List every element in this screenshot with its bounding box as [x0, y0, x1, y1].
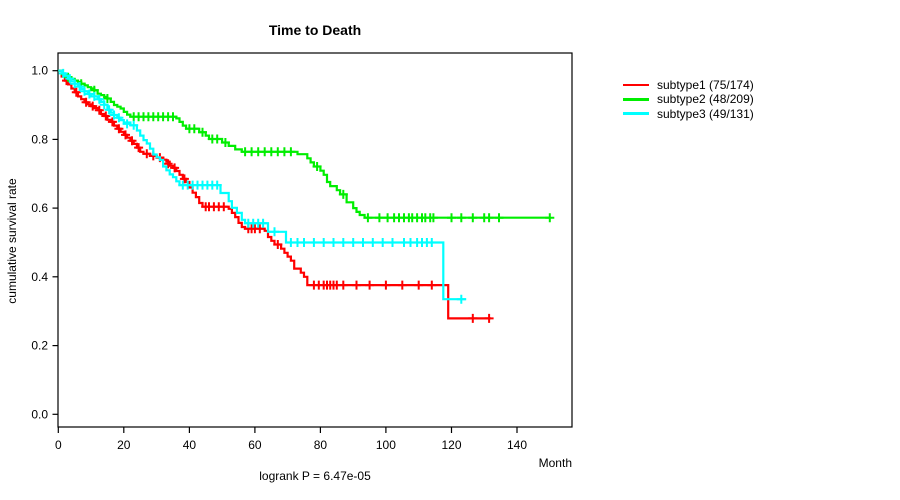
x-axis-label: Month — [538, 456, 572, 470]
x-tick-label: 40 — [183, 438, 197, 452]
legend: subtype1 (75/174) subtype2 (48/209) subt… — [623, 78, 754, 121]
x-tick-label: 140 — [507, 438, 527, 452]
x-tick-label: 20 — [117, 438, 131, 452]
legend-line-swatch-subtype3 — [623, 112, 649, 115]
legend-row-subtype1: subtype1 (75/174) — [623, 78, 754, 92]
chart-title: Time to Death — [268, 22, 362, 38]
y-tick-label: 0.0 — [31, 407, 48, 421]
x-tick-label: 60 — [248, 438, 262, 452]
x-tick-label: 0 — [55, 438, 62, 452]
x-tick-label: 80 — [314, 438, 328, 452]
legend-label-subtype1: subtype1 (75/174) — [657, 78, 754, 93]
y-axis-label: cumulative survival rate — [5, 178, 19, 304]
curve-subtype3 — [58, 69, 467, 301]
y-tick-label: 0.8 — [31, 132, 48, 146]
plot-box — [57, 52, 573, 428]
legend-row-subtype2: subtype2 (48/209) — [623, 92, 754, 106]
curve-subtype2 — [58, 69, 550, 219]
logrank-p-value: logrank P = 6.47e-05 — [259, 469, 371, 483]
legend-label-subtype2: subtype2 (48/209) — [657, 92, 754, 107]
legend-row-subtype3: subtype3 (49/131) — [623, 107, 754, 121]
y-tick-label: 0.4 — [31, 270, 48, 284]
censor-marks-subtype3 — [58, 68, 466, 304]
legend-line-swatch-subtype2 — [623, 98, 649, 101]
y-tick-label: 1.0 — [31, 64, 48, 78]
legend-label-subtype3: subtype3 (49/131) — [657, 106, 754, 121]
x-tick-label: 100 — [376, 438, 396, 452]
x-tick-label: 120 — [441, 438, 461, 452]
censor-marks-subtype1 — [62, 76, 494, 323]
y-tick-label: 0.2 — [31, 339, 48, 353]
y-tick-label: 0.6 — [31, 201, 48, 215]
legend-line-swatch-subtype1 — [623, 83, 649, 87]
